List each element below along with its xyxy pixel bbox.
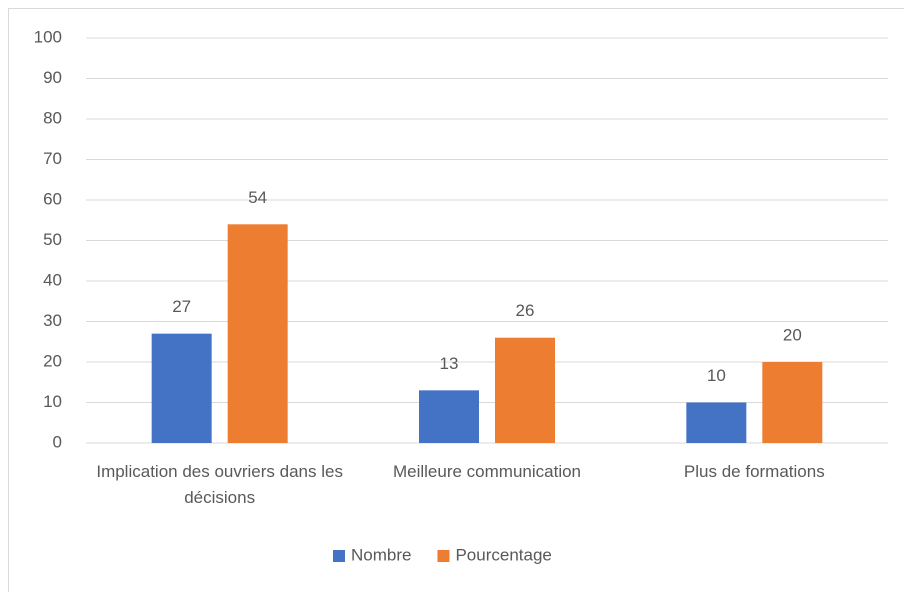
y-tick-label: 100 <box>34 27 62 46</box>
bar <box>495 337 555 443</box>
bar <box>762 362 823 443</box>
y-tick-label: 50 <box>43 230 62 249</box>
x-tick-label: Plus de formations <box>683 462 825 481</box>
data-label: 27 <box>172 297 191 316</box>
x-tick-label: Implication des ouvriers dans les décisi… <box>96 462 343 507</box>
bar <box>686 402 747 443</box>
y-tick-label: 0 <box>53 432 62 451</box>
data-label: 10 <box>707 366 726 385</box>
data-label: 13 <box>440 354 459 373</box>
data-label: 54 <box>248 188 267 207</box>
bar <box>151 333 212 443</box>
bar <box>227 224 288 443</box>
y-tick-label: 60 <box>43 189 62 208</box>
data-label: 20 <box>783 325 802 344</box>
y-tick-label: 20 <box>43 351 62 370</box>
legend-label: Nombre <box>351 545 411 564</box>
data-label: 26 <box>516 301 535 320</box>
y-tick-label: 90 <box>43 68 62 87</box>
bar <box>419 390 479 443</box>
chart-border <box>8 8 904 592</box>
y-tick-label: 70 <box>43 149 62 168</box>
x-tick-label: Meilleure communication <box>392 462 582 481</box>
y-tick-label: 40 <box>43 270 62 289</box>
y-tick-label: 10 <box>43 392 62 411</box>
legend-label: Pourcentage <box>455 545 551 564</box>
y-tick-label: 80 <box>43 108 62 127</box>
legend-swatch <box>333 550 345 562</box>
y-tick-label: 30 <box>43 311 62 330</box>
legend-swatch <box>437 550 450 562</box>
